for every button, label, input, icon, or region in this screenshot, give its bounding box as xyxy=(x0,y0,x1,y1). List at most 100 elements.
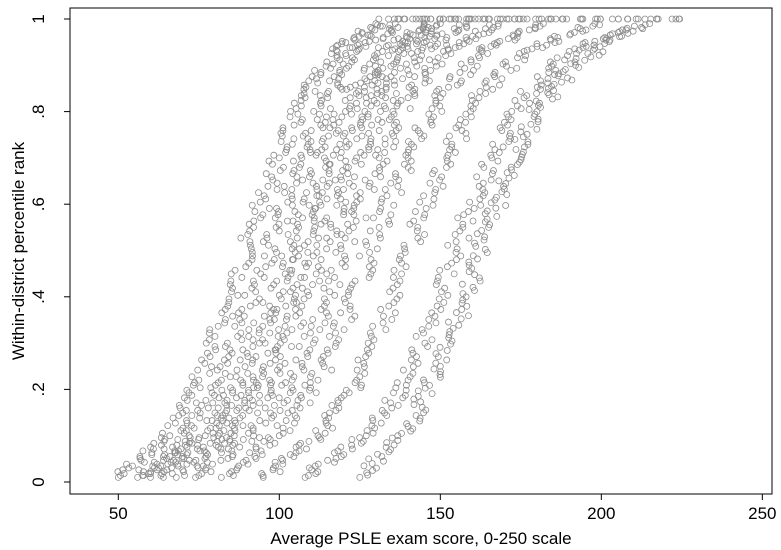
data-point xyxy=(403,29,411,36)
data-point xyxy=(502,202,510,209)
data-point xyxy=(490,167,497,174)
data-point xyxy=(293,179,300,187)
data-point xyxy=(225,299,233,306)
data-point xyxy=(476,277,484,285)
data-point xyxy=(321,118,329,126)
data-point xyxy=(465,261,473,269)
data-point xyxy=(263,234,271,242)
data-point xyxy=(406,30,414,38)
data-point xyxy=(358,381,365,389)
data-point xyxy=(312,75,320,83)
data-point xyxy=(275,394,283,402)
data-point xyxy=(440,299,448,306)
data-point xyxy=(288,195,296,203)
data-point xyxy=(369,417,377,424)
data-point xyxy=(340,326,348,334)
data-point xyxy=(250,376,257,384)
data-point xyxy=(301,381,309,389)
data-point xyxy=(273,422,281,429)
data-point xyxy=(286,113,294,121)
data-point xyxy=(287,107,294,115)
data-point xyxy=(582,26,590,34)
data-point xyxy=(279,332,287,340)
data-point xyxy=(387,26,395,34)
data-point xyxy=(398,270,405,278)
data-point xyxy=(489,85,497,93)
data-point xyxy=(368,121,376,129)
data-point xyxy=(395,15,403,23)
data-point xyxy=(387,73,395,81)
data-point xyxy=(267,319,275,327)
data-point xyxy=(417,398,425,406)
data-point xyxy=(302,129,309,137)
data-point xyxy=(493,213,501,220)
data-point xyxy=(211,409,219,417)
data-point xyxy=(277,339,284,347)
data-point xyxy=(323,270,331,278)
data-point xyxy=(478,44,486,52)
data-point xyxy=(289,217,297,225)
data-point xyxy=(369,429,377,437)
data-point xyxy=(242,456,250,464)
data-point xyxy=(467,56,475,64)
data-point xyxy=(290,99,298,107)
data-point xyxy=(252,299,260,306)
data-point xyxy=(305,77,313,85)
data-point xyxy=(245,220,253,228)
data-point xyxy=(319,176,327,184)
data-point xyxy=(317,256,325,263)
data-point xyxy=(416,198,424,206)
data-point xyxy=(299,214,306,222)
data-point xyxy=(414,392,422,400)
data-point xyxy=(310,339,317,347)
data-point xyxy=(412,36,420,44)
data-point xyxy=(416,417,424,425)
data-point xyxy=(366,31,374,39)
data-point xyxy=(579,40,587,48)
data-point xyxy=(457,60,465,68)
data-point xyxy=(351,277,359,285)
data-point xyxy=(533,73,541,81)
data-point xyxy=(242,404,250,412)
data-point xyxy=(465,258,473,266)
data-point xyxy=(515,27,523,35)
data-point xyxy=(297,160,305,168)
data-point xyxy=(237,391,245,399)
data-point xyxy=(404,149,412,156)
data-point xyxy=(469,217,477,225)
data-point xyxy=(481,246,489,253)
data-point xyxy=(211,391,218,399)
data-point xyxy=(211,343,219,350)
data-point xyxy=(337,173,345,181)
data-point xyxy=(306,346,314,354)
data-point xyxy=(414,359,422,367)
data-point xyxy=(251,208,259,215)
data-point xyxy=(373,99,381,107)
data-point xyxy=(325,132,332,140)
data-point xyxy=(368,332,375,340)
data-point xyxy=(198,401,205,409)
data-point xyxy=(527,120,535,128)
data-point xyxy=(386,220,393,228)
data-point xyxy=(590,41,598,49)
data-point xyxy=(382,94,389,102)
data-point xyxy=(342,138,350,145)
data-point xyxy=(420,376,427,384)
data-point xyxy=(356,189,364,197)
data-point xyxy=(140,458,148,466)
data-point xyxy=(494,20,502,28)
data-point xyxy=(363,99,370,107)
data-point xyxy=(244,460,252,468)
data-point xyxy=(344,220,352,228)
data-point xyxy=(333,52,341,60)
data-point xyxy=(174,436,182,443)
data-point xyxy=(300,85,308,93)
data-point xyxy=(340,205,348,212)
data-point xyxy=(360,64,368,72)
data-point xyxy=(314,376,322,384)
data-point xyxy=(334,399,342,407)
x-tick-label: 200 xyxy=(587,504,615,523)
data-point xyxy=(231,322,239,330)
data-point xyxy=(181,394,188,402)
data-point xyxy=(348,124,356,132)
